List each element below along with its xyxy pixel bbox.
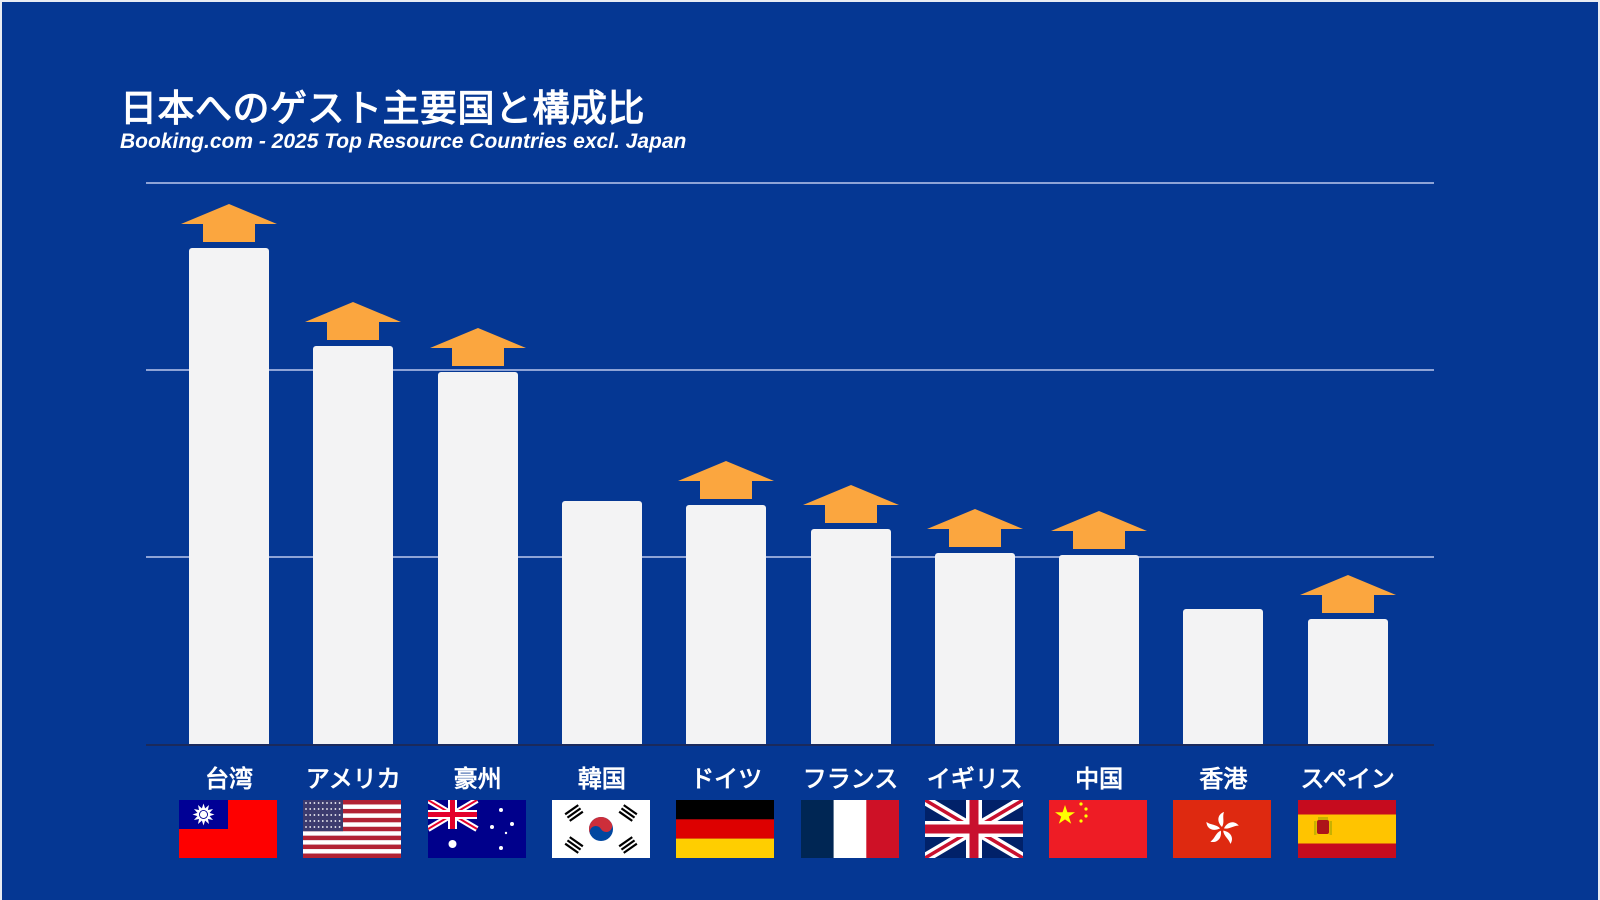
chart-subtitle: Booking.com - 2025 Top Resource Countrie… — [120, 130, 687, 153]
taiwan-flag-icon — [179, 800, 277, 858]
spain-flag-icon — [1297, 800, 1396, 858]
category-label: アメリカ — [305, 765, 401, 793]
bar — [313, 345, 394, 744]
bar — [934, 553, 1015, 744]
bar — [437, 371, 518, 744]
increase-arrow-icon — [926, 509, 1023, 548]
category-label: 中国 — [1075, 765, 1124, 793]
bar — [810, 528, 891, 744]
germany-flag-icon — [676, 800, 775, 858]
gridline — [146, 556, 1434, 558]
category-label: 豪州 — [453, 765, 502, 793]
increase-arrow-icon — [181, 204, 277, 243]
bar — [686, 504, 767, 744]
bar — [561, 500, 642, 744]
category-label: ドイツ — [690, 765, 763, 793]
france-flag-icon — [800, 800, 899, 858]
category-label: 台湾 — [205, 765, 253, 793]
uk-flag-icon — [924, 800, 1023, 858]
korea-flag-icon — [551, 800, 650, 858]
gridline — [146, 369, 1434, 371]
category-label: スペイン — [1300, 765, 1395, 793]
increase-arrow-icon — [1299, 574, 1396, 613]
bar — [1307, 618, 1388, 744]
increase-arrow-icon — [1051, 511, 1148, 550]
category-label: 韓国 — [577, 765, 626, 793]
australia-flag-icon — [427, 800, 526, 858]
increase-arrow-icon — [802, 484, 899, 523]
bar — [1183, 609, 1264, 744]
category-label: フランス — [802, 765, 899, 793]
bar — [1059, 555, 1140, 744]
usa-flag-icon — [303, 800, 402, 858]
gridline — [146, 182, 1434, 184]
category-label: 香港 — [1199, 765, 1248, 793]
chart-title: 日本へのゲスト主要国と構成比 — [120, 87, 645, 130]
hongkong-flag-icon — [1173, 800, 1272, 858]
category-label: イギリス — [926, 765, 1023, 793]
bar — [189, 248, 269, 744]
increase-arrow-icon — [429, 327, 526, 366]
x-axis-baseline — [146, 744, 1434, 746]
increase-arrow-icon — [305, 301, 402, 340]
china-flag-icon — [1049, 800, 1148, 858]
increase-arrow-icon — [678, 460, 775, 499]
